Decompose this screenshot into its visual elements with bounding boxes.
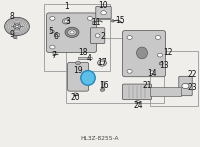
Circle shape (159, 62, 163, 65)
Text: 8: 8 (10, 12, 14, 21)
Bar (54, 33, 59, 36)
Circle shape (62, 19, 70, 24)
FancyBboxPatch shape (90, 28, 105, 44)
Text: 14: 14 (147, 69, 157, 78)
Circle shape (111, 20, 114, 22)
FancyBboxPatch shape (96, 6, 111, 19)
Circle shape (127, 69, 132, 73)
Circle shape (14, 36, 16, 38)
Text: 11: 11 (91, 17, 101, 27)
Circle shape (13, 24, 21, 29)
FancyBboxPatch shape (123, 31, 165, 77)
Text: 9: 9 (10, 30, 14, 39)
Circle shape (64, 20, 68, 23)
Circle shape (50, 16, 55, 20)
Circle shape (13, 36, 17, 39)
Circle shape (93, 21, 96, 23)
Circle shape (87, 16, 93, 20)
Circle shape (50, 45, 55, 49)
Circle shape (101, 11, 106, 15)
Circle shape (68, 29, 76, 36)
Bar (44, 4, 110, 71)
Circle shape (150, 71, 154, 74)
Circle shape (95, 34, 100, 37)
Circle shape (157, 53, 163, 57)
Circle shape (15, 25, 19, 28)
Bar (78, 57, 91, 59)
Text: 6: 6 (54, 32, 58, 41)
Text: 13: 13 (159, 61, 169, 70)
FancyBboxPatch shape (122, 84, 152, 100)
Circle shape (65, 27, 79, 37)
Text: 18: 18 (78, 48, 88, 57)
Text: 16: 16 (99, 81, 109, 91)
Circle shape (53, 52, 57, 55)
Text: 21: 21 (142, 81, 152, 91)
Circle shape (5, 17, 29, 36)
Circle shape (74, 93, 78, 96)
Text: 3: 3 (66, 17, 70, 26)
Text: 2: 2 (101, 31, 105, 41)
Text: 22: 22 (187, 70, 197, 80)
FancyBboxPatch shape (68, 62, 89, 91)
Text: 5: 5 (49, 27, 53, 36)
Text: 7: 7 (52, 51, 56, 60)
Circle shape (136, 100, 140, 103)
Bar (66, 38, 164, 103)
Text: 19: 19 (73, 66, 83, 75)
Bar (101, 81, 104, 90)
Text: 15: 15 (115, 16, 125, 25)
Circle shape (76, 61, 80, 65)
FancyBboxPatch shape (179, 76, 192, 96)
Text: 17: 17 (97, 58, 107, 67)
Text: 10: 10 (98, 1, 108, 10)
Circle shape (77, 62, 79, 64)
FancyBboxPatch shape (47, 13, 96, 52)
Bar (150, 51, 198, 106)
Bar (92, 21, 96, 24)
Circle shape (182, 83, 189, 89)
Circle shape (51, 30, 54, 33)
Circle shape (127, 36, 132, 39)
Bar (150, 87, 181, 96)
Text: HL3Z-8255-A: HL3Z-8255-A (81, 136, 119, 141)
Text: 20: 20 (70, 92, 80, 102)
Text: 23: 23 (187, 83, 197, 92)
Circle shape (100, 88, 104, 91)
Ellipse shape (136, 47, 148, 59)
Text: 12: 12 (163, 48, 173, 57)
Circle shape (89, 57, 93, 60)
Circle shape (101, 89, 103, 91)
Circle shape (160, 63, 162, 64)
Ellipse shape (81, 71, 95, 85)
Circle shape (70, 31, 74, 34)
Text: 4: 4 (87, 54, 91, 63)
Circle shape (98, 60, 106, 66)
Circle shape (155, 36, 161, 39)
Circle shape (100, 61, 104, 65)
Text: 1: 1 (65, 2, 69, 11)
Text: 24: 24 (133, 101, 143, 110)
